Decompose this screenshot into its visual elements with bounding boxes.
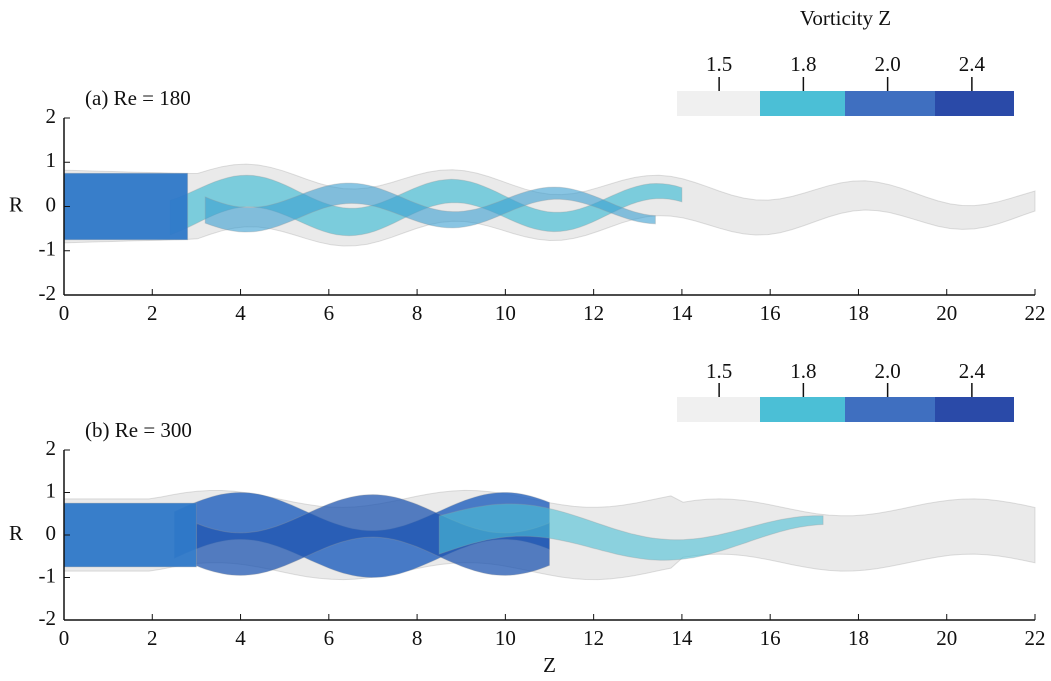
y-tick-label: 1 — [46, 478, 57, 502]
x-tick-label: 16 — [760, 626, 781, 650]
x-tick-label: 22 — [1025, 301, 1046, 325]
x-tick-label: 8 — [412, 301, 423, 325]
y-tick-label: 2 — [46, 436, 57, 460]
x-tick-label: 6 — [324, 301, 335, 325]
y-tick-label: 1 — [46, 148, 57, 172]
colorbar-tick-label: 1.5 — [706, 52, 732, 76]
x-tick-label: 18 — [848, 301, 869, 325]
y-tick-label: -2 — [39, 281, 57, 305]
colorbar-segment — [935, 91, 1014, 116]
panel-annotation: (a) Re = 180 — [85, 86, 191, 110]
x-tick-label: 4 — [235, 626, 246, 650]
colorbar-segment — [845, 91, 935, 116]
colorbar-tick-label: 2.0 — [875, 52, 901, 76]
x-tick-label: 6 — [324, 626, 335, 650]
x-tick-label: 20 — [936, 301, 957, 325]
x-tick-label: 8 — [412, 626, 423, 650]
colorbar-segment — [677, 397, 760, 422]
x-tick-label: 12 — [583, 301, 604, 325]
colorbar-segment — [845, 397, 935, 422]
x-tick-label: 0 — [59, 626, 70, 650]
colorbar-segment — [760, 91, 845, 116]
y-tick-label: 0 — [46, 521, 57, 545]
panel-annotation: (b) Re = 300 — [85, 418, 192, 442]
x-tick-label: 14 — [671, 626, 693, 650]
vortex-surface — [64, 173, 188, 239]
x-tick-label: 20 — [936, 626, 957, 650]
colorbar-tick-label: 2.4 — [959, 359, 986, 383]
x-tick-label: 12 — [583, 626, 604, 650]
colorbar-segment — [760, 397, 845, 422]
y-axis-label: R — [9, 192, 23, 216]
x-tick-label: 0 — [59, 301, 70, 325]
x-tick-label: 18 — [848, 626, 869, 650]
x-tick-label: 16 — [760, 301, 781, 325]
y-tick-label: -1 — [39, 237, 57, 261]
y-axis-label: R — [9, 521, 23, 545]
vortex-surface — [64, 503, 196, 567]
x-axis-label: Z — [543, 653, 556, 677]
colorbar-tick-label: 1.5 — [706, 359, 732, 383]
colorbar-tick-label: 1.8 — [790, 359, 816, 383]
colorbar-title: Vorticity Z — [800, 6, 891, 30]
colorbar-tick-label: 2.4 — [959, 52, 986, 76]
x-tick-label: 10 — [495, 626, 516, 650]
y-tick-label: -1 — [39, 563, 57, 587]
x-tick-label: 14 — [671, 301, 693, 325]
y-tick-label: -2 — [39, 606, 57, 630]
colorbar-segment — [935, 397, 1014, 422]
colorbar-tick-label: 2.0 — [875, 359, 901, 383]
x-tick-label: 4 — [235, 301, 246, 325]
colorbar-tick-label: 1.8 — [790, 52, 816, 76]
x-tick-label: 10 — [495, 301, 516, 325]
y-tick-label: 2 — [46, 104, 57, 128]
colorbar-segment — [677, 91, 760, 116]
figure: 0246810121416182022-2-1012R(a) Re = 180V… — [0, 0, 1051, 681]
x-tick-label: 22 — [1025, 626, 1046, 650]
y-tick-label: 0 — [46, 192, 57, 216]
x-tick-label: 2 — [147, 626, 158, 650]
x-tick-label: 2 — [147, 301, 158, 325]
